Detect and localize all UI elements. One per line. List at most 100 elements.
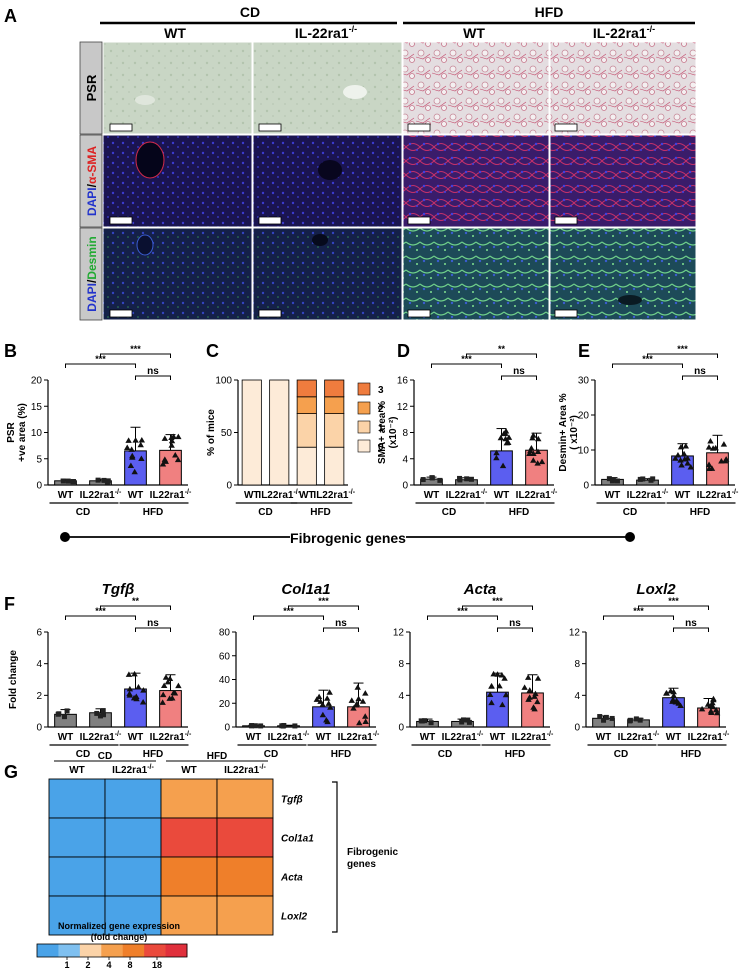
chart-f3-bar-2 [486, 691, 509, 728]
chart-d-point [538, 458, 546, 465]
image-psr-hfd-wt [402, 41, 550, 135]
xtick-text: WT [494, 490, 510, 501]
chart-b-point [104, 479, 110, 485]
chart-c-group-hfd: HFD [310, 507, 331, 518]
xtick-text: WT [246, 732, 262, 743]
chart-f2-point [327, 704, 334, 710]
chart-e-point [720, 441, 728, 447]
chart-f2-group-cd: CD [264, 749, 278, 760]
image-sma-cd-wt [102, 134, 253, 228]
chart-f1-point [175, 682, 182, 689]
chart-b-xtick-3: IL22ra1-/- [150, 489, 192, 501]
xtick-text: IL22ra1 [80, 490, 115, 501]
chart-f3-point [532, 690, 539, 697]
heatmap-g-col-label-1: IL22ra1-/- [112, 764, 154, 776]
chart-f1-xtick-1: IL22ra1-/- [80, 731, 122, 743]
chart-f2-ytick-label: 20 [219, 699, 231, 710]
chart-f2-point [249, 723, 255, 729]
chart-f3-point [466, 719, 472, 725]
heatmap-g-hdr-hfd: HFD [207, 751, 228, 762]
chart-f4-point [633, 716, 639, 722]
chart-f2-group-hfd: HFD [331, 749, 352, 760]
chart-f1-xtick-2: WT [128, 732, 144, 743]
heatmap-g-cell-3-2 [160, 895, 218, 936]
heatmap-g-col-label-2: WT [181, 765, 197, 776]
chart-b-group-hfd: HFD [143, 507, 164, 518]
chart-f2-sig-label-0: *** [283, 606, 294, 616]
micrograph-grid [102, 41, 697, 321]
chart-e-ytick-label: 0 [583, 481, 589, 492]
chart-f4-ytick-label: 0 [574, 723, 580, 734]
chart-f4-title: Loxl2 [636, 581, 676, 598]
chart-d-sig-label-2: ns [513, 366, 525, 377]
heatmap-g-cell-2-1 [104, 856, 162, 897]
chart-e-xtick-0: WT [605, 490, 621, 501]
col-sup: -/- [147, 764, 154, 771]
heatmap-g-group-bracket [332, 781, 338, 933]
vessel [318, 160, 342, 180]
xtick-text: IL22ra1 [688, 732, 723, 743]
xtick-sup: -/- [115, 731, 122, 738]
chart-f1-point [126, 685, 134, 692]
xtick-sup: -/- [547, 731, 554, 738]
chart-f3-point [488, 699, 495, 706]
chart-f3-ytick-label: 8 [398, 659, 404, 670]
xtick-text: WT [424, 490, 440, 501]
chart-b-sig-bracket-2 [135, 375, 171, 380]
heatmap-g-hdr-cd: CD [98, 751, 112, 762]
chart-e-point [705, 444, 713, 450]
chart-f4-point [670, 692, 677, 698]
heatmap-g-scale-label-1: 2 [85, 960, 90, 970]
chart-f2-xtick-3: IL22ra1-/- [338, 731, 380, 743]
chart-f2-point [292, 723, 298, 729]
chart-f3-group-hfd: HFD [505, 749, 526, 760]
chart-f3-point [524, 674, 532, 680]
heatmap-g-cell-1-3 [216, 817, 274, 858]
heatmap-g-cell-3-1 [104, 895, 162, 936]
chart-e-point [674, 451, 682, 458]
chart-c-group-cd: CD [258, 507, 272, 518]
panel-letter-b: B [4, 341, 17, 361]
chart-e-sig-bracket-0 [612, 363, 683, 368]
xtick-sup: -/- [732, 489, 739, 496]
chart-f3-point [496, 682, 503, 689]
chart-b-ytick-label: 0 [36, 481, 42, 492]
chart-d-point [505, 434, 513, 440]
chart-e-point [718, 457, 725, 464]
chart-e-sig-label-0: *** [642, 354, 653, 364]
chart-f4-point [670, 688, 677, 695]
xtick-text: WT [58, 490, 74, 501]
chart-f3-sig-label-1: *** [492, 596, 503, 606]
chart-f4-point [627, 718, 633, 724]
chart-f3-sig-label-2: ns [509, 618, 521, 629]
heatmap-g-row-label-3: Loxl2 [281, 912, 308, 923]
heatmap-g-scale-border [36, 943, 188, 958]
chart-d-point [535, 435, 542, 442]
chart-f1-group-hfd: HFD [143, 749, 164, 760]
chart-b-point [138, 436, 146, 443]
xtick-text: WT [128, 732, 144, 743]
chart-c-xtick-3: IL22ra1-/- [313, 489, 355, 501]
chart-f4-sig-bracket-0 [603, 615, 674, 620]
chart-d-point [528, 444, 535, 451]
chart-f2-point [317, 698, 324, 704]
heatmap-g-scale-seg-0 [37, 944, 59, 957]
chart-b-point [168, 437, 176, 444]
chart-e-ylabel-0: Desmin+ Area % [558, 393, 569, 471]
chart-f4-point [673, 697, 680, 704]
chart-f3-point [501, 675, 508, 681]
chart-c-segment-2-0 [296, 446, 317, 486]
xtick-text: IL22ra1 [618, 732, 653, 743]
chart-e-point [707, 437, 714, 444]
chart-c-ytick-label: 100 [215, 376, 232, 387]
col-text: IL22ra1 [224, 765, 259, 776]
heatmap-g-scale-label-3: 8 [127, 960, 132, 970]
chart-f4-sig-label-2: ns [685, 618, 697, 629]
chart-f2-ytick-label: 80 [219, 628, 231, 639]
chart-f4-point [637, 717, 643, 723]
chart-e-sig-label-1: *** [677, 344, 688, 354]
chart-f2-point [348, 697, 355, 703]
chart-c-legend-label-3: 3 [378, 385, 384, 396]
chart-f1-point [140, 687, 147, 693]
chart-b-sig-bracket-1 [100, 353, 171, 358]
